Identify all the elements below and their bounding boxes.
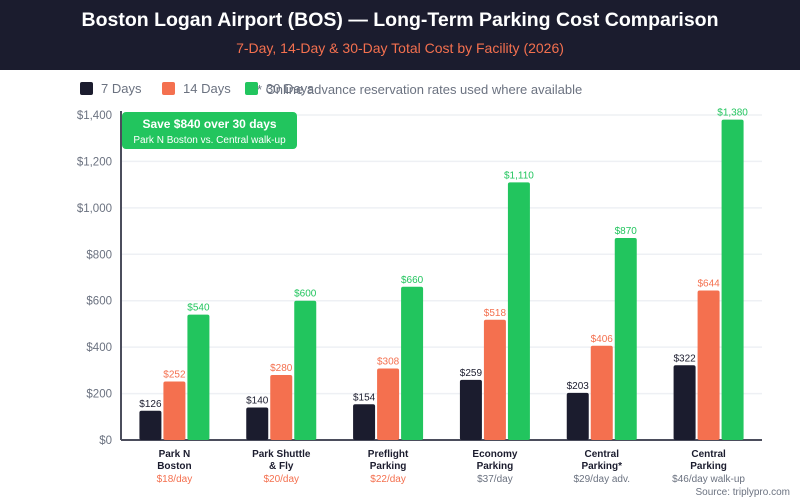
x-tick-label: Boston bbox=[157, 461, 191, 472]
x-tick-label: Parking bbox=[690, 461, 727, 472]
category-rate-label: $37/day bbox=[477, 474, 513, 485]
savings-callout: Save $840 over 30 days Park N Boston vs.… bbox=[122, 112, 297, 149]
data-label: $600 bbox=[294, 289, 317, 300]
bar-14-days bbox=[697, 290, 720, 440]
bar-30-days bbox=[401, 286, 424, 440]
data-label: $280 bbox=[270, 363, 293, 374]
data-label: $1,110 bbox=[504, 170, 534, 181]
x-tick-label: Parking* bbox=[581, 461, 622, 472]
data-label: $252 bbox=[163, 370, 186, 381]
bar-14-days bbox=[483, 319, 506, 440]
data-label: $870 bbox=[615, 226, 638, 237]
y-tick-label: $200 bbox=[86, 389, 112, 401]
legend-item-7-days: 7 Days bbox=[80, 81, 141, 96]
bar-30-days bbox=[187, 314, 210, 440]
bar-7-days bbox=[139, 410, 162, 440]
callout-detail: Park N Boston vs. Central walk-up bbox=[133, 135, 286, 146]
data-label: $518 bbox=[484, 308, 507, 319]
bar-30-days bbox=[294, 300, 317, 440]
data-label: $540 bbox=[187, 303, 210, 314]
footnote: * Online advance reservation rates used … bbox=[257, 82, 583, 97]
bar-30-days bbox=[614, 238, 637, 440]
y-tick-label: $1,000 bbox=[77, 203, 112, 215]
legend-swatch-30-days bbox=[245, 82, 258, 95]
x-tick-label: Central bbox=[691, 449, 726, 460]
y-tick-label: $0 bbox=[99, 435, 112, 447]
bar-14-days bbox=[377, 368, 400, 440]
category-rate-label: $20/day bbox=[263, 474, 299, 485]
bar-14-days bbox=[163, 381, 186, 440]
legend-item-30-days: 30 Days bbox=[245, 81, 314, 96]
x-tick-label: Central bbox=[585, 449, 620, 460]
data-label: $406 bbox=[591, 334, 614, 345]
y-tick-label: $600 bbox=[86, 296, 112, 308]
bar-30-days bbox=[507, 182, 530, 441]
x-tick-label: Park Shuttle bbox=[252, 449, 311, 460]
legend-label: 30 Days bbox=[266, 81, 314, 96]
y-tick-label: $800 bbox=[86, 249, 112, 261]
data-label: $259 bbox=[460, 368, 483, 379]
chart-header: Boston Logan Airport (BOS) — Long-Term P… bbox=[0, 0, 800, 70]
x-tick-label: Parking bbox=[477, 461, 514, 472]
data-label: $126 bbox=[139, 399, 162, 410]
chart-title: Boston Logan Airport (BOS) — Long-Term P… bbox=[81, 9, 719, 31]
legend-label: 7 Days bbox=[101, 81, 142, 96]
category-rate-label: $29/day adv. bbox=[573, 474, 630, 485]
data-label: $154 bbox=[353, 392, 376, 403]
bar-14-days bbox=[270, 375, 293, 440]
bar-14-days bbox=[590, 345, 613, 440]
x-tick-label: Economy bbox=[472, 449, 517, 460]
bar-7-days bbox=[246, 407, 269, 440]
callout-headline: Save $840 over 30 days bbox=[142, 117, 277, 131]
bar-7-days bbox=[673, 365, 696, 440]
legend-label: 14 Days bbox=[183, 81, 231, 96]
legend-swatch-14-days bbox=[162, 82, 175, 95]
legend-swatch-7-days bbox=[80, 82, 93, 95]
bar-30-days bbox=[721, 119, 744, 441]
x-tick-label: Preflight bbox=[368, 449, 409, 460]
x-tick-label: Parking bbox=[370, 461, 407, 472]
data-label: $322 bbox=[673, 353, 696, 364]
data-label: $203 bbox=[567, 381, 590, 392]
x-tick-label: & Fly bbox=[269, 461, 294, 472]
category-rate-label: $18/day bbox=[157, 474, 193, 485]
category-rate-label: $46/day walk-up bbox=[672, 474, 745, 485]
bar-7-days bbox=[459, 379, 482, 440]
data-label: $140 bbox=[246, 396, 269, 407]
data-label: $1,380 bbox=[717, 108, 748, 119]
category-rate-label: $22/day bbox=[370, 474, 406, 485]
bar-7-days bbox=[566, 392, 589, 440]
chart-subtitle: 7-Day, 14-Day & 30-Day Total Cost by Fac… bbox=[236, 40, 564, 56]
x-tick-label: Park N bbox=[159, 449, 191, 460]
y-tick-label: $1,400 bbox=[77, 110, 112, 122]
data-label: $644 bbox=[697, 279, 720, 290]
y-tick-label: $1,200 bbox=[77, 156, 112, 168]
data-label: $308 bbox=[377, 357, 400, 368]
legend: 7 Days 14 Days 30 Days * Online advance … bbox=[0, 81, 800, 99]
bar-7-days bbox=[353, 404, 376, 440]
legend-item-14-days: 14 Days bbox=[162, 81, 231, 96]
source-credit: Source: triplypro.com bbox=[695, 487, 790, 498]
y-tick-label: $400 bbox=[86, 342, 112, 354]
data-label: $660 bbox=[401, 275, 424, 286]
